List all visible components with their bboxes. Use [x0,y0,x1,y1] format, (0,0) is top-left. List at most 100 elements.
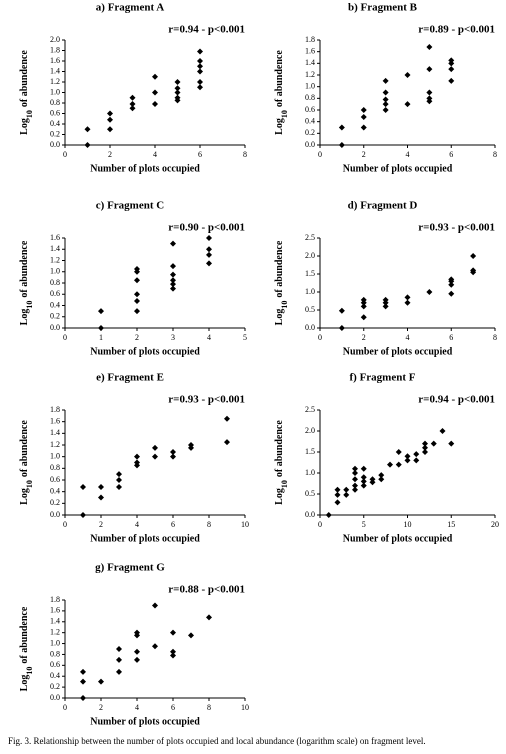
point [395,449,402,455]
x-tick-label: 4 [406,333,410,342]
point [338,124,345,131]
point [426,289,433,295]
y-axis-label: Log10 of abundence [274,50,289,135]
point [98,494,104,501]
y-tick-label: 1.5 [305,447,315,456]
x-axis-label: Number of plots occupied [90,163,200,174]
y-tick-label: 1.6 [305,46,315,55]
y-tick-label: 0.2 [50,682,60,691]
y-label-part: 10 [280,110,289,118]
point [413,457,420,464]
point [116,656,122,663]
point [352,476,358,483]
point [80,668,86,675]
point [116,484,122,490]
x-tick-label: 4 [207,333,211,342]
point [422,440,428,447]
point [387,461,393,468]
x-tick-label: 2 [362,150,366,159]
y-tick-label: 0.4 [305,116,315,125]
y-tick-label: 0.5 [305,489,315,498]
point [378,472,385,479]
x-axis-label: Number of plots occupied [343,163,453,174]
y-tick-label: 2.5 [305,405,315,414]
point [448,290,455,297]
point [98,308,104,315]
y-tick-label: 1.6 [50,56,60,65]
y-tick-label: 0.8 [50,278,60,287]
point [134,656,140,663]
x-tick-label: 20 [491,520,499,529]
y-tick-label: 0.0 [50,140,60,149]
point [360,124,367,131]
point [413,451,420,458]
point [107,126,113,133]
point [334,499,341,506]
point [382,89,389,96]
y-tick-label: 0.2 [50,498,60,507]
y-tick-label: 0.6 [50,475,60,484]
point [134,629,140,636]
y-axis-label: Log10 of abundence [274,240,289,325]
point [426,95,433,102]
point [98,325,104,331]
x-tick-label: 2 [135,333,139,342]
point [360,482,367,489]
panel-title: g) Fragment G [95,562,165,574]
y-tick-label: 1.2 [50,77,60,86]
point [325,512,332,518]
point [404,453,411,460]
y-tick-label: 0.4 [50,671,60,680]
point [448,57,455,64]
point [404,72,411,78]
y-tick-label: 0.4 [50,300,60,309]
annotation: r=0.93 - p<0.001 [168,394,245,406]
panel-title: b) Fragment B [348,2,418,14]
point [134,459,140,466]
point [80,484,86,490]
x-tick-label: 2 [108,150,112,159]
point [360,303,367,310]
point [152,444,158,451]
y-label-part: Log [19,118,30,135]
y-tick-label: 1.2 [50,440,60,449]
y-tick-label: 2.0 [50,35,60,44]
point [422,444,428,451]
y-label-part: Log [19,488,30,505]
y-tick-label: 0.0 [50,510,60,519]
point [84,142,91,148]
point [80,512,86,518]
point [343,486,350,493]
point [378,476,385,483]
x-tick-label: 4 [153,150,157,159]
point [170,453,176,460]
point [404,101,411,108]
y-tick-label: 0.6 [50,108,60,117]
panel-title: a) Fragment A [96,2,164,14]
point [360,314,367,321]
x-tick-label: 8 [207,520,211,529]
y-tick-label: 0.4 [50,486,60,495]
y-tick-label: 0.0 [50,323,60,332]
y-tick-label: 1.4 [50,66,60,75]
x-tick-label: 6 [198,150,202,159]
y-label-part: of abundence [19,50,30,108]
point [382,77,389,84]
x-tick-label: 5 [243,333,247,342]
annotation: r=0.88 - p<0.001 [168,584,245,596]
x-tick-label: 0 [63,520,67,529]
panel-title: d) Fragment D [348,200,418,212]
point [352,465,358,472]
y-tick-label: 1.6 [50,606,60,615]
point [382,101,389,108]
panel-title: f) Fragment F [350,372,416,384]
point [439,428,446,434]
point [152,73,158,80]
y-label-part: Log [19,675,30,692]
y-tick-label: 1.4 [305,58,315,67]
y-label-part: 10 [280,301,289,309]
point [426,89,433,96]
y-tick-label: 0.8 [50,98,60,107]
x-tick-label: 10 [241,703,249,712]
